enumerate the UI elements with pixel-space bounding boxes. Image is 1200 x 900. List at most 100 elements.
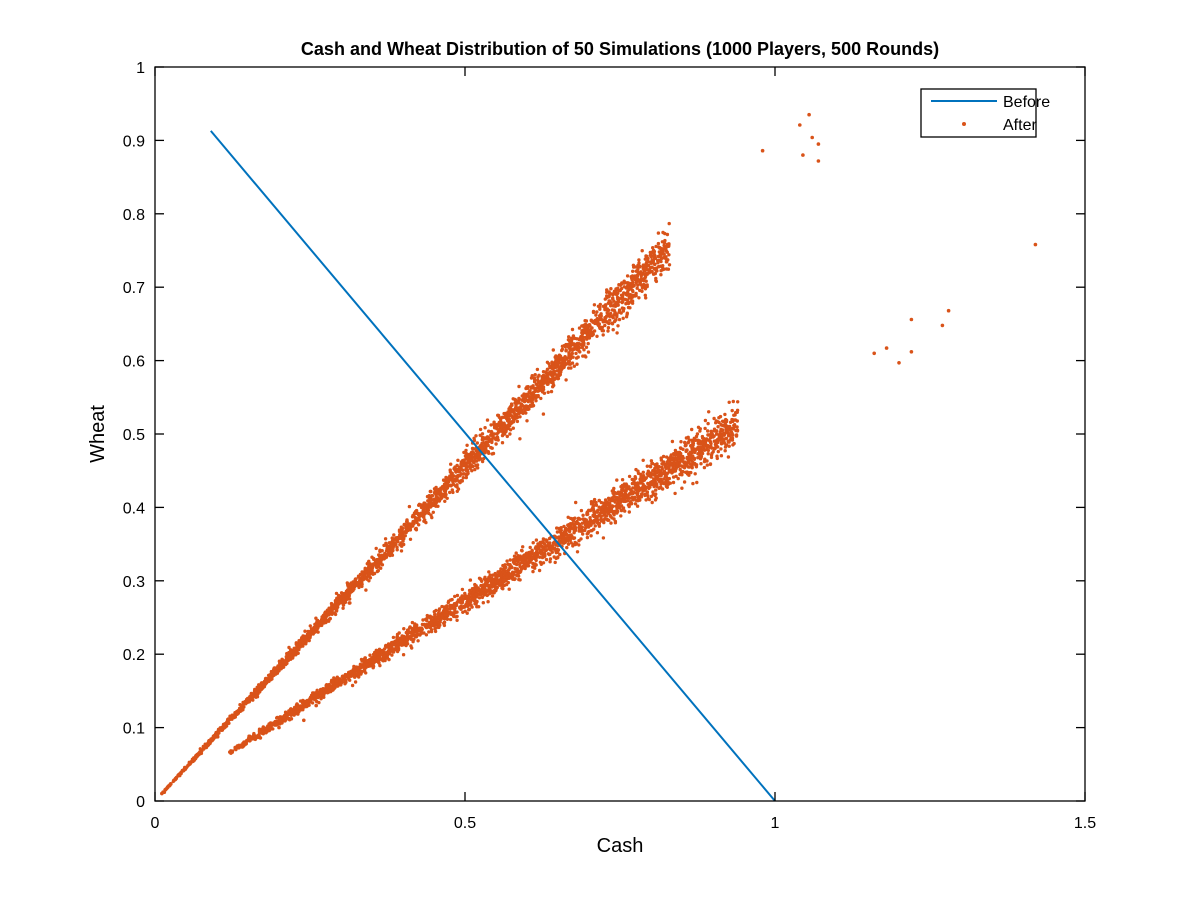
- scatter-point: [506, 424, 510, 429]
- scatter-point: [523, 395, 527, 399]
- scatter-point: [657, 258, 662, 262]
- scatter-point: [541, 370, 546, 374]
- scatter-point: [602, 520, 606, 525]
- scatter-point: [481, 438, 485, 442]
- scatter-point: [425, 613, 429, 618]
- scatter-point: [591, 309, 596, 314]
- scatter-point: [474, 434, 478, 438]
- scatter-point: [548, 560, 552, 564]
- scatter-point: [364, 588, 368, 592]
- scatter-point: [633, 502, 638, 506]
- scatter-point: [539, 396, 543, 401]
- scatter-point: [375, 658, 379, 662]
- scatter-point: [471, 451, 476, 455]
- scatter-point: [514, 406, 518, 410]
- scatter-point: [351, 580, 355, 584]
- scatter-point: [564, 349, 568, 353]
- scatter-point: [678, 467, 682, 472]
- scatter-point: [703, 426, 707, 431]
- scatter-point: [470, 446, 475, 451]
- scatter-point: [516, 554, 520, 558]
- scatter-point: [588, 518, 593, 523]
- scatter-point: [268, 727, 272, 731]
- scatter-point: [437, 625, 441, 630]
- scatter-point: [292, 705, 297, 710]
- scatter-point: [478, 457, 483, 461]
- scatter-point: [480, 595, 485, 600]
- scatter-point: [289, 650, 293, 654]
- scatter-point: [283, 659, 287, 664]
- scatter-point: [639, 475, 643, 479]
- scatter-point: [341, 597, 346, 602]
- scatter-point: [594, 313, 598, 317]
- scatter-point: [655, 484, 659, 489]
- scatter-point: [535, 549, 539, 553]
- scatter-point: [637, 296, 641, 300]
- scatter-point: [455, 475, 459, 479]
- scatter-point: [647, 263, 651, 267]
- scatter-point: [383, 651, 387, 655]
- scatter-point: [362, 662, 366, 666]
- scatter-point: [683, 443, 688, 447]
- scatter-point: [469, 603, 473, 607]
- scatter-point: [258, 730, 262, 735]
- scatter-point: [624, 482, 628, 486]
- scatter-point: [649, 255, 653, 259]
- scatter-point: [675, 456, 680, 460]
- scatter-point: [628, 500, 632, 504]
- scatter-point: [567, 335, 571, 339]
- scatter-point: [306, 632, 311, 636]
- scatter-point: [345, 581, 349, 585]
- scatter-point: [360, 670, 364, 674]
- scatter-point: [466, 471, 470, 476]
- scatter-point: [448, 483, 452, 488]
- scatter-point: [636, 270, 640, 275]
- scatter-point: [597, 322, 601, 326]
- scatter-point: [735, 425, 739, 429]
- scatter-point: [402, 627, 406, 631]
- scatter-point: [642, 279, 646, 283]
- scatter-point: [530, 401, 535, 405]
- scatter-point: [639, 271, 644, 275]
- scatter-point: [487, 451, 491, 455]
- scatter-point: [657, 465, 661, 469]
- scatter-point: [642, 269, 647, 273]
- scatter-point: [640, 289, 644, 293]
- scatter-point: [635, 277, 640, 281]
- scatter-point: [615, 301, 619, 305]
- scatter-point: [588, 516, 592, 520]
- scatter-point: [455, 593, 460, 598]
- scatter-point: [545, 382, 550, 386]
- scatter-point: [520, 549, 524, 553]
- scatter-point: [633, 265, 638, 269]
- scatter-point: [375, 569, 380, 574]
- scatter-point: [404, 526, 408, 530]
- scatter-point: [450, 597, 454, 602]
- scatter-point: [601, 329, 606, 333]
- scatter-point: [691, 481, 695, 486]
- scatter-point: [505, 434, 509, 439]
- scatter-point: [727, 444, 731, 448]
- scatter-point: [489, 445, 493, 450]
- scatter-point: [482, 577, 487, 581]
- scatter-point: [607, 290, 611, 294]
- scatter-point: [348, 591, 352, 595]
- scatter-point: [367, 579, 371, 583]
- scatter-point: [382, 556, 386, 560]
- scatter-point: [607, 321, 611, 326]
- scatter-point: [419, 505, 424, 510]
- scatter-point: [437, 491, 442, 495]
- scatter-point: [425, 619, 429, 623]
- scatter-point: [451, 613, 456, 618]
- scatter-point: [731, 433, 735, 437]
- scatter-point: [624, 487, 629, 491]
- scatter-point: [429, 498, 434, 502]
- scatter-point: [602, 511, 606, 515]
- scatter-point: [451, 478, 455, 482]
- scatter-point: [502, 411, 506, 416]
- scatter-point: [414, 511, 419, 515]
- scatter-point: [480, 446, 484, 450]
- scatter-point: [641, 485, 645, 489]
- scatter-point: [529, 376, 534, 380]
- scatter-point: [687, 465, 691, 469]
